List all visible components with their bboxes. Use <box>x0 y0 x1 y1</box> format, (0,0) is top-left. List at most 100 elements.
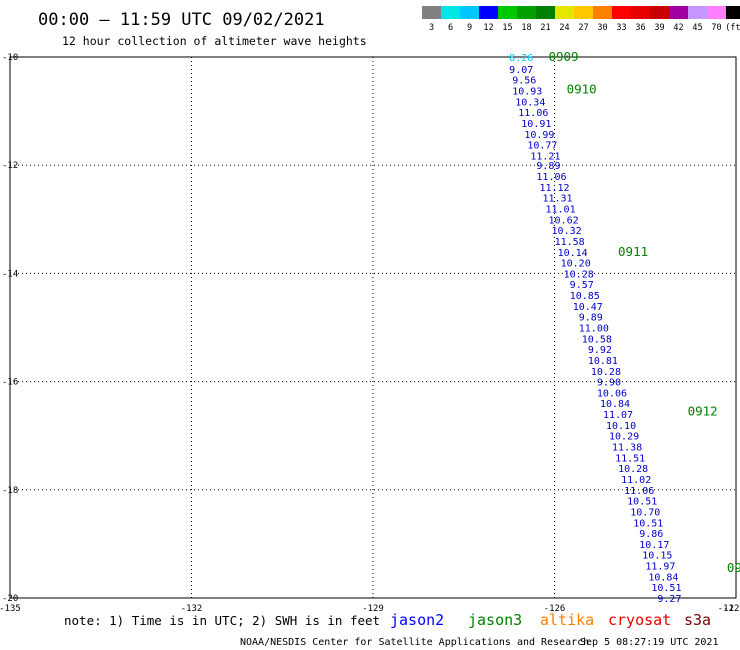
wave-height-value: 9.92 <box>588 345 612 356</box>
legend-note: note: 1) Time is in UTC; 2) SWH is in fe… <box>64 613 380 628</box>
wave-height-value: 11.02 <box>621 475 651 486</box>
wave-height-value: 11.06 <box>624 486 654 497</box>
color-scale-swatch <box>574 6 593 19</box>
color-scale-label: 33 <box>616 23 626 33</box>
wave-height-value: 10.29 <box>609 432 639 443</box>
color-scale-label: 24 <box>559 23 569 33</box>
color-scale-swatch <box>555 6 574 19</box>
x-tick-label: -12 <box>718 604 734 614</box>
color-scale-swatch <box>422 6 441 19</box>
color-scale-swatch <box>536 6 555 19</box>
wave-height-value: 10.84 <box>648 572 678 583</box>
wave-height-values: 8.269.079.5610.9310.3411.0610.9110.9910.… <box>509 53 681 605</box>
wave-height-value: 10.10 <box>606 421 636 432</box>
wave-height-value: 10.77 <box>527 141 557 152</box>
color-scale-swatch <box>631 6 650 19</box>
color-scale-label: 18 <box>521 23 531 33</box>
wave-height-value: 10.28 <box>591 367 621 378</box>
wave-height-value: 11.06 <box>518 108 548 119</box>
color-scale-swatch <box>688 6 707 19</box>
wave-height-value: 10.93 <box>512 87 542 98</box>
color-scale-label: 36 <box>635 23 645 33</box>
wave-height-value: 10.28 <box>564 269 594 280</box>
wave-height-value: 10.91 <box>521 119 551 130</box>
legend-altika: altika <box>540 611 594 629</box>
color-scale-swatch <box>612 6 631 19</box>
wave-height-value: 11.00 <box>579 324 609 335</box>
x-tick-label: -126 <box>544 604 566 614</box>
color-scale-label: 27 <box>578 23 588 33</box>
time-label: 0911 <box>618 244 648 259</box>
wave-height-value: 11.06 <box>536 172 566 183</box>
wave-height-value: 11.97 <box>645 562 675 573</box>
wave-height-value: 10.17 <box>639 540 669 551</box>
wave-height-value: 10.15 <box>642 551 672 562</box>
wave-height-value: 9.90 <box>597 378 621 389</box>
color-scale-label: 70 <box>711 23 721 33</box>
color-scale-label: 21 <box>540 23 550 33</box>
color-scale-swatch <box>593 6 612 19</box>
wave-height-value: 9.89 <box>579 313 603 324</box>
wave-height-value: 11.21 <box>530 151 560 162</box>
axis-ticks: -135-132-129-126-123-12-10-12-14-16-18-2… <box>0 53 740 614</box>
wave-height-value: 10.51 <box>627 497 657 508</box>
plot-frame <box>9 56 737 599</box>
wave-height-value: 10.34 <box>515 97 545 108</box>
satellite-legend: jason2 jason3 altika cryosat s3a <box>390 611 711 629</box>
wave-height-value: 11.51 <box>615 453 645 464</box>
x-tick-label: -132 <box>181 604 203 614</box>
y-tick-label: -16 <box>2 378 18 388</box>
wave-height-value: 10.06 <box>597 388 627 399</box>
wave-height-value: 11.01 <box>545 204 575 215</box>
wave-height-value: 10.28 <box>618 464 648 475</box>
x-tick-label: -135 <box>0 604 21 614</box>
color-scale-swatch <box>707 6 726 19</box>
legend-s3a: s3a <box>684 611 711 629</box>
color-scale-swatch <box>498 6 517 19</box>
wave-height-value: 9.56 <box>512 76 536 87</box>
wave-height-value: 9.57 <box>570 280 594 291</box>
wave-height-value: 10.51 <box>651 583 681 594</box>
legend-cryosat: cryosat <box>608 611 671 629</box>
time-label: 0912 <box>688 403 718 418</box>
footer-timestamp: Sep 5 08:27:19 UTC 2021 <box>580 637 718 648</box>
legend-jason2: jason2 <box>390 611 444 629</box>
color-scale-swatch <box>441 6 460 19</box>
footer-credit: NOAA/NESDIS Center for Satellite Applica… <box>240 637 589 648</box>
wave-height-value: 10.47 <box>573 302 603 313</box>
color-scale-label: 15 <box>502 23 512 33</box>
y-tick-label: -10 <box>2 53 18 63</box>
chart-subtitle: 12 hour collection of altimeter wave hei… <box>62 34 367 48</box>
x-tick-label: -123 <box>723 604 740 614</box>
y-tick-label: -14 <box>2 269 18 279</box>
y-tick-label: -12 <box>2 161 18 171</box>
time-labels: 0909091009110912091311113113113411341135… <box>548 49 740 575</box>
color-scale-swatch <box>650 6 669 19</box>
plot-grid <box>9 56 737 599</box>
color-scale-label: 9 <box>467 23 472 33</box>
color-scale-label: 3 <box>429 23 434 33</box>
color-scale-label: 6 <box>448 23 453 33</box>
legend-jason3: jason3 <box>468 611 522 629</box>
wave-height-value: 11.58 <box>555 237 585 248</box>
x-tick-label: -129 <box>362 604 384 614</box>
wave-height-value: 11.31 <box>542 194 572 205</box>
y-tick-label: -20 <box>2 594 18 604</box>
color-scale-swatch <box>460 6 479 19</box>
wave-height-value: 10.81 <box>588 356 618 367</box>
wave-height-value: 11.38 <box>612 443 642 454</box>
wave-height-value: 11.12 <box>539 183 569 194</box>
color-scale-label: 30 <box>597 23 607 33</box>
y-tick-label: -18 <box>2 486 18 496</box>
color-scale-label: 45 <box>692 23 702 33</box>
wave-height-value: 9.27 <box>657 594 681 605</box>
wave-height-value: 10.85 <box>570 291 600 302</box>
color-scale-swatch <box>726 6 740 19</box>
color-scale-swatch <box>669 6 688 19</box>
color-scale-swatch <box>479 6 498 19</box>
wave-height-value: 10.14 <box>558 248 588 259</box>
wave-height-value: 10.51 <box>633 518 663 529</box>
color-scale-label: 42 <box>673 23 683 33</box>
time-label: 0913 <box>727 560 740 575</box>
